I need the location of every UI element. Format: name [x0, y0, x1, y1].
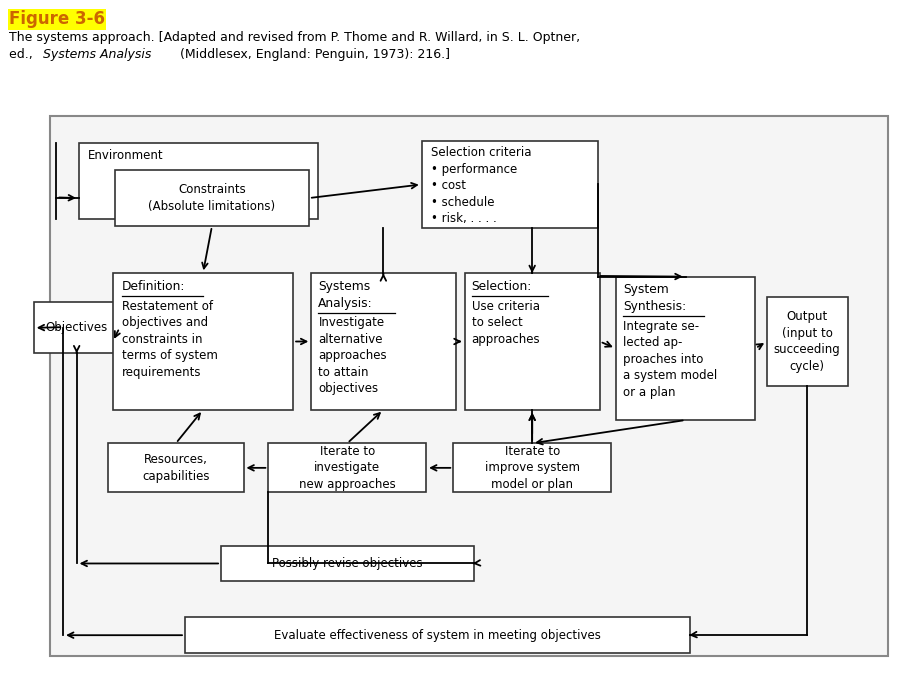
Bar: [185, 617, 690, 653]
Bar: [615, 277, 756, 420]
Bar: [115, 170, 309, 226]
Text: Resources,
capabilities: Resources, capabilities: [143, 453, 209, 483]
Bar: [34, 302, 119, 354]
Text: Investigate
alternative
approaches
to attain
objectives: Investigate alternative approaches to at…: [318, 316, 387, 395]
Bar: [421, 141, 597, 228]
Text: Output
(input to
succeeding
cycle): Output (input to succeeding cycle): [774, 310, 841, 373]
Text: Evaluate effectiveness of system in meeting objectives: Evaluate effectiveness of system in meet…: [274, 628, 601, 642]
Bar: [453, 443, 612, 492]
Bar: [311, 273, 456, 410]
Bar: [50, 116, 888, 656]
Text: Objectives: Objectives: [45, 321, 108, 335]
Bar: [108, 443, 244, 492]
Text: System
Synthesis:: System Synthesis:: [622, 283, 686, 313]
Bar: [79, 143, 318, 219]
Text: Restatement of
objectives and
constraints in
terms of system
requirements: Restatement of objectives and constraint…: [122, 300, 217, 379]
Text: Constraints
(Absolute limitations): Constraints (Absolute limitations): [149, 183, 275, 213]
Bar: [269, 443, 426, 492]
Text: Iterate to
improve system
model or plan: Iterate to improve system model or plan: [484, 445, 580, 491]
Text: Integrate se-
lected ap-
proaches into
a system model
or a plan: Integrate se- lected ap- proaches into a…: [622, 320, 717, 399]
Text: Iterate to
investigate
new approaches: Iterate to investigate new approaches: [299, 445, 396, 491]
Text: Environment: Environment: [87, 149, 163, 162]
Text: The systems approach. [Adapted and revised from P. Thome and R. Willard, in S. L: The systems approach. [Adapted and revis…: [9, 31, 580, 44]
Text: Selection criteria
• performance
• cost
• schedule
• risk, . . . .: Selection criteria • performance • cost …: [430, 146, 531, 225]
Bar: [221, 546, 474, 581]
Text: ed.,: ed.,: [9, 48, 37, 61]
Text: Use criteria
to select
approaches: Use criteria to select approaches: [472, 300, 540, 346]
Text: Definition:: Definition:: [122, 280, 185, 293]
Bar: [465, 273, 600, 410]
Text: Systems
Analysis:: Systems Analysis:: [318, 280, 373, 309]
Bar: [767, 297, 848, 386]
Text: Possibly revise objectives: Possibly revise objectives: [272, 557, 422, 570]
Text: (Middlesex, England: Penguin, 1973): 216.]: (Middlesex, England: Penguin, 1973): 216…: [176, 48, 450, 61]
Text: Selection:: Selection:: [472, 280, 532, 293]
Text: Figure 3-6: Figure 3-6: [9, 10, 105, 28]
Text: Systems Analysis: Systems Analysis: [43, 48, 152, 61]
Bar: [113, 273, 293, 410]
